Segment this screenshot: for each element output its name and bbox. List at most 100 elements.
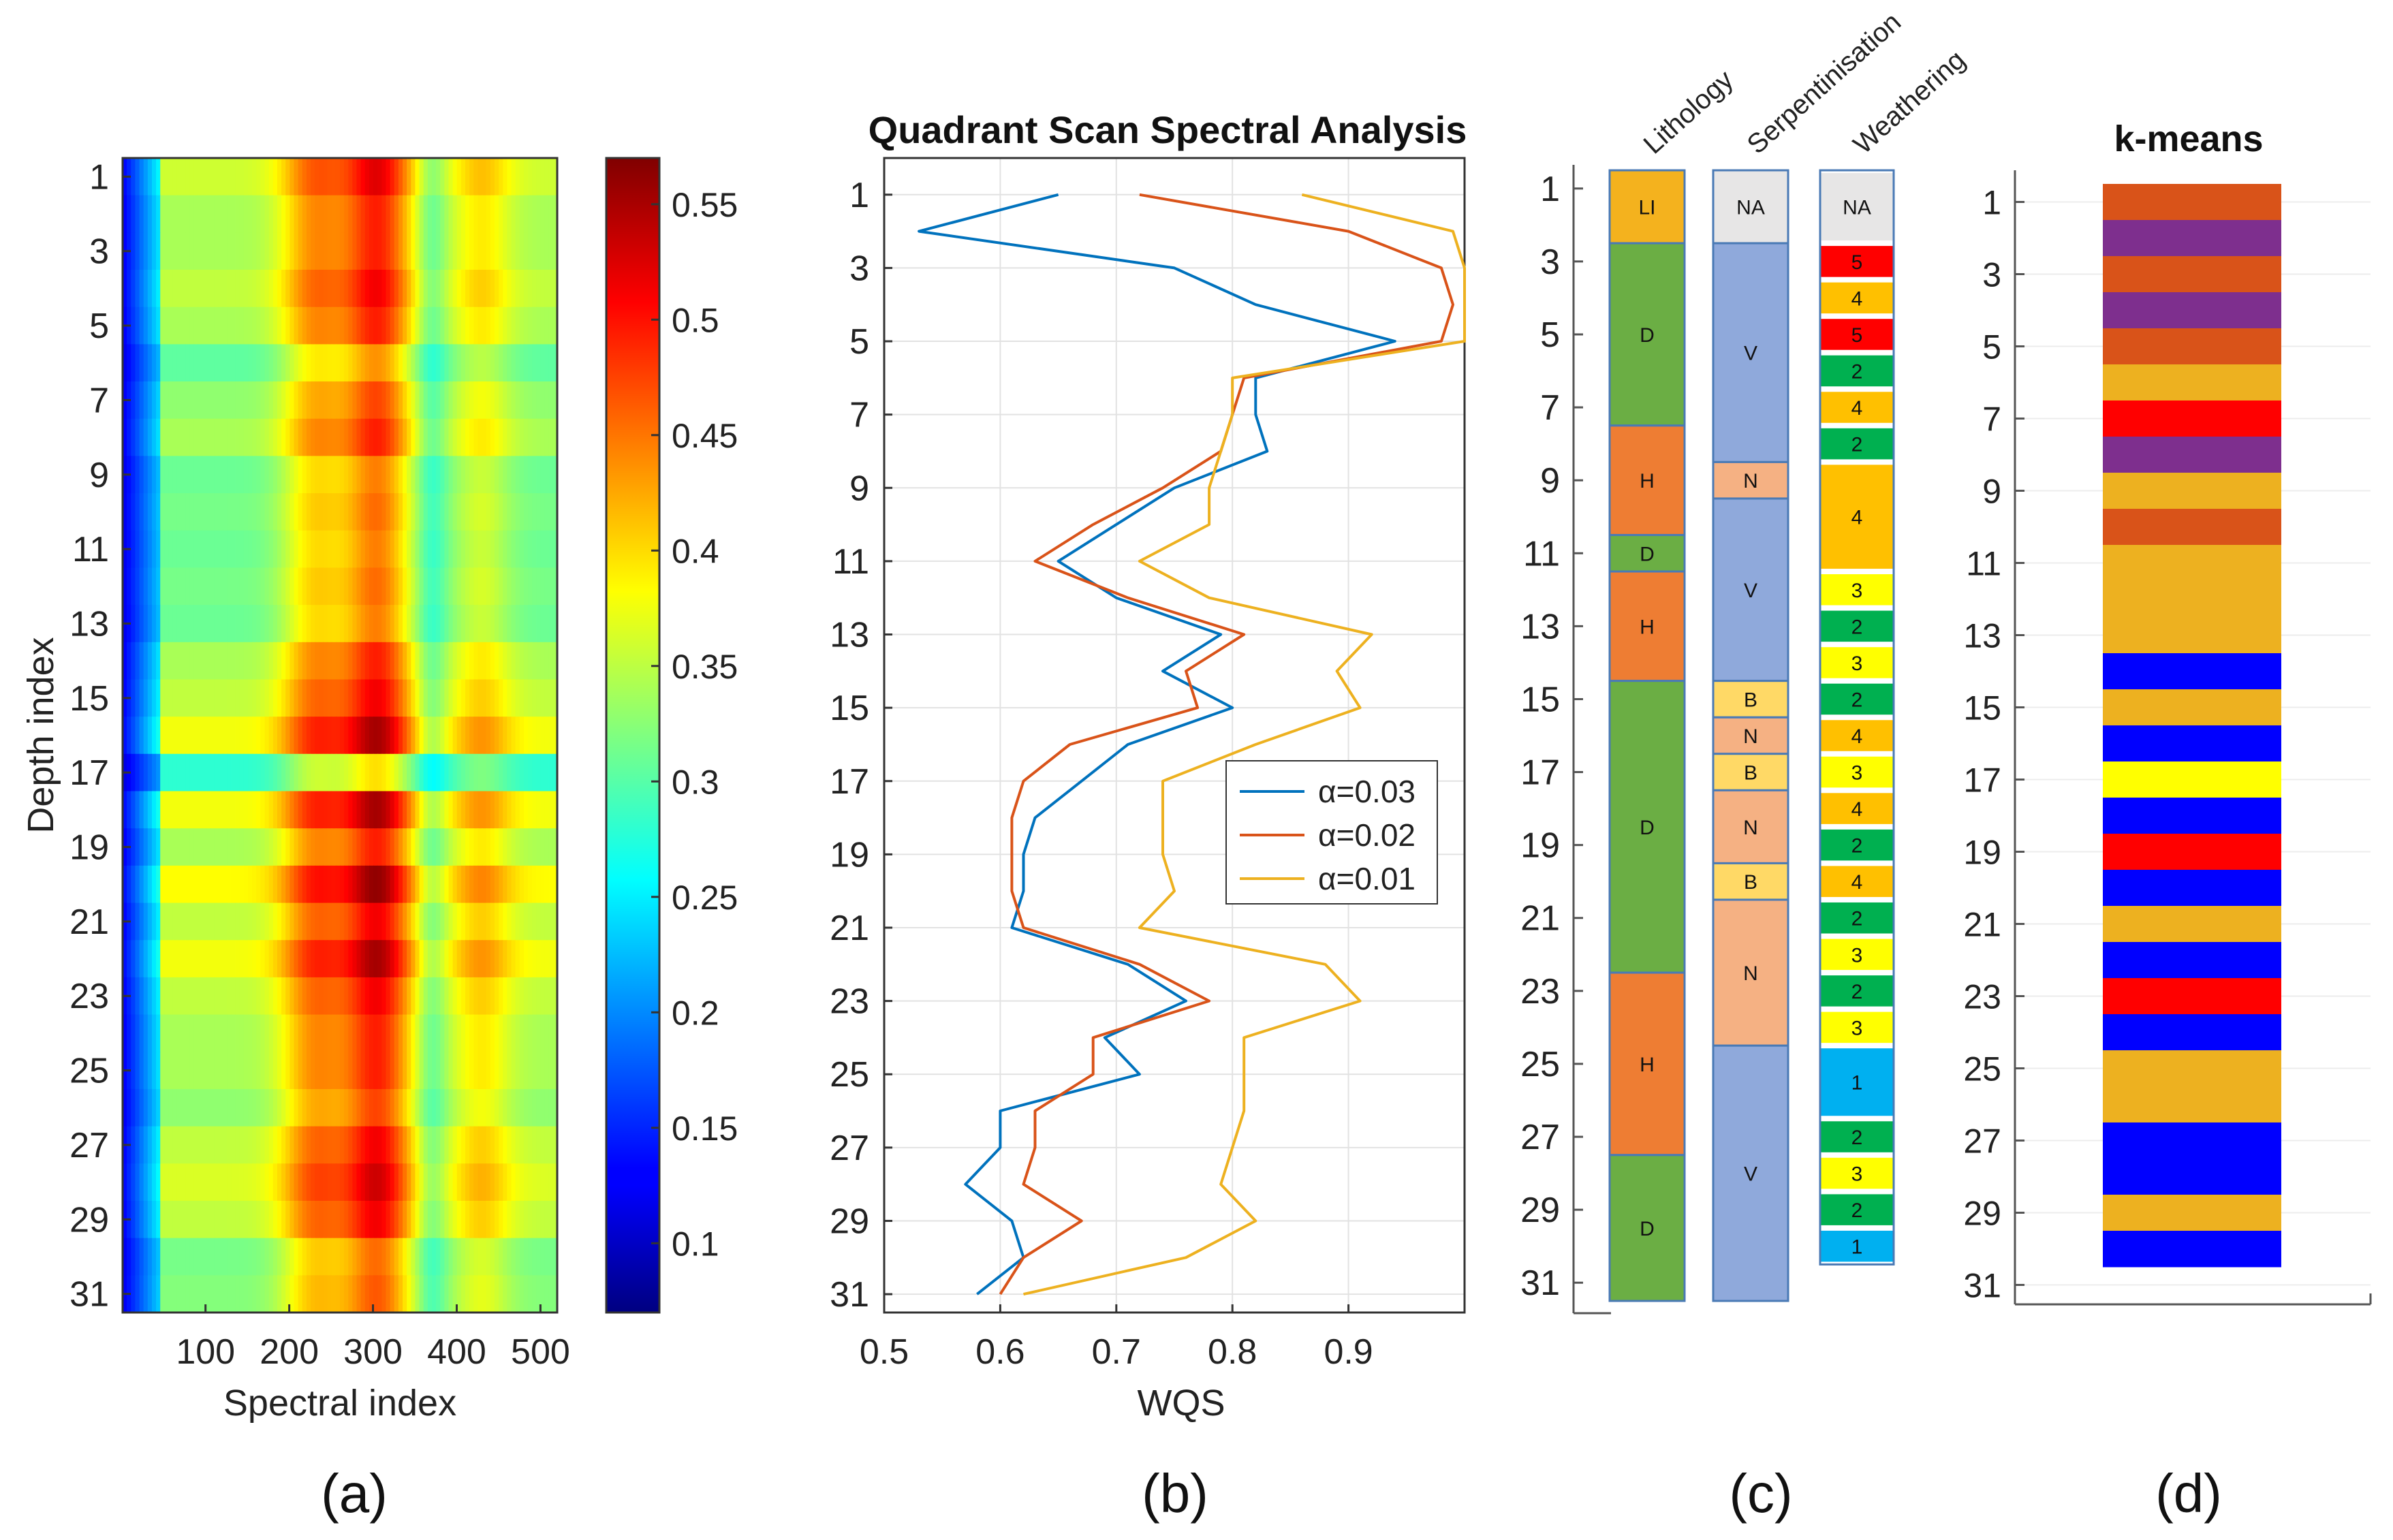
heatmap-cell <box>323 307 328 345</box>
heatmap-cell <box>536 1238 542 1276</box>
heatmap-cell <box>185 493 190 531</box>
heatmap-cell <box>369 717 374 755</box>
heatmap-cell <box>281 195 287 234</box>
heatmap-cell <box>277 195 282 234</box>
heatmap-cell <box>452 902 458 941</box>
heatmap-cell <box>256 1275 262 1313</box>
heatmap-cell <box>486 717 491 755</box>
heatmap-cell <box>323 1200 328 1239</box>
heatmap-cell <box>344 344 349 382</box>
heatmap-cell <box>151 717 157 755</box>
heatmap-cell <box>444 1126 450 1165</box>
heatmap-cell <box>515 753 520 792</box>
heatmap-cell <box>214 1163 219 1201</box>
heatmap-cell <box>139 1238 144 1276</box>
heatmap-cell <box>340 717 345 755</box>
heatmap-cell <box>323 1052 328 1090</box>
heatmap-cell <box>290 232 295 270</box>
heatmap-cell <box>285 418 291 457</box>
heatmap-cell <box>151 902 157 941</box>
heatmap-cell <box>231 344 236 382</box>
heatmap-cell <box>214 195 219 234</box>
heatmap-cell <box>331 307 337 345</box>
heatmap-cell <box>243 717 249 755</box>
heatmap-cell <box>552 791 558 829</box>
heatmap-cell <box>356 642 362 680</box>
heatmap-cell <box>327 158 332 196</box>
log-segment-label: V <box>1744 343 1757 365</box>
heatmap-cell <box>143 642 148 680</box>
heatmap-cell <box>311 381 315 420</box>
heatmap-cell <box>352 344 358 382</box>
heatmap-cell <box>427 456 433 494</box>
kmeans-segment <box>2103 400 2281 437</box>
heatmap-cell <box>431 977 437 1016</box>
heatmap-cell <box>431 865 437 904</box>
heatmap-cell <box>147 717 153 755</box>
heatmap-cell <box>452 1052 458 1090</box>
heatmap-cell <box>523 1238 529 1276</box>
heatmap-cell <box>431 456 437 494</box>
heatmap-cell <box>252 1052 257 1090</box>
heatmap-cell <box>352 158 358 196</box>
heatmap-cell <box>444 381 450 420</box>
heatmap-cell <box>536 865 542 904</box>
heatmap-cell <box>427 1238 433 1276</box>
heatmap-cell <box>386 902 391 941</box>
heatmap-cell <box>227 1088 232 1127</box>
heatmap-cell <box>478 493 483 531</box>
heatmap-cell <box>181 344 186 382</box>
heatmap-cell <box>206 381 211 420</box>
heatmap-cell <box>294 456 299 494</box>
heatmap-cell <box>544 195 550 234</box>
heatmap-cell <box>523 1163 529 1201</box>
heatmap-cell <box>499 642 504 680</box>
heatmap-cell <box>499 493 504 531</box>
heatmap-cell <box>285 1275 291 1313</box>
heatmap-cell <box>239 940 245 978</box>
heatmap-cell <box>281 158 287 196</box>
heatmap-cell <box>448 828 454 866</box>
heatmap-cell <box>252 1238 257 1276</box>
heatmap-cell <box>369 232 374 270</box>
heatmap-cell <box>264 642 270 680</box>
heatmap-cell <box>231 418 236 457</box>
log-segment <box>1819 682 1894 717</box>
heatmap-cell <box>544 158 550 196</box>
heatmap-cell <box>214 940 219 978</box>
heatmap-cell <box>356 381 362 420</box>
heatmap-cell <box>315 977 320 1016</box>
heatmap-cell <box>331 753 337 792</box>
heatmap-cell <box>398 1163 403 1201</box>
heatmap-cell <box>360 717 366 755</box>
heatmap-cell <box>552 828 558 866</box>
heatmap-cell <box>193 642 199 680</box>
log-segment-label: 2 <box>1851 434 1863 456</box>
heatmap-cell <box>373 791 379 829</box>
heatmap-cell <box>172 1163 178 1201</box>
heatmap-cell <box>260 195 266 234</box>
heatmap-cell <box>348 1238 354 1276</box>
heatmap-cell <box>248 1088 253 1127</box>
heatmap-cell <box>460 1238 466 1276</box>
heatmap-cell <box>331 232 337 270</box>
colorbar <box>605 157 661 1314</box>
heatmap-cell <box>172 195 178 234</box>
heatmap-cell <box>407 940 412 978</box>
heatmap-cell <box>364 865 370 904</box>
heatmap-cell <box>252 717 257 755</box>
heatmap-cell <box>243 1200 249 1239</box>
heatmap-cell <box>264 865 270 904</box>
heatmap-cell <box>164 642 170 680</box>
heatmap-cell <box>147 418 153 457</box>
heatmap-cell <box>198 418 203 457</box>
heatmap-cell <box>193 940 199 978</box>
heatmap-cell <box>219 1088 224 1127</box>
heatmap-cell <box>386 605 391 643</box>
heatmap-cell <box>164 456 170 494</box>
heatmap-cell <box>344 642 349 680</box>
heatmap-cell <box>285 567 291 606</box>
heatmap-cell <box>415 158 420 196</box>
heatmap-cell <box>377 1163 383 1201</box>
